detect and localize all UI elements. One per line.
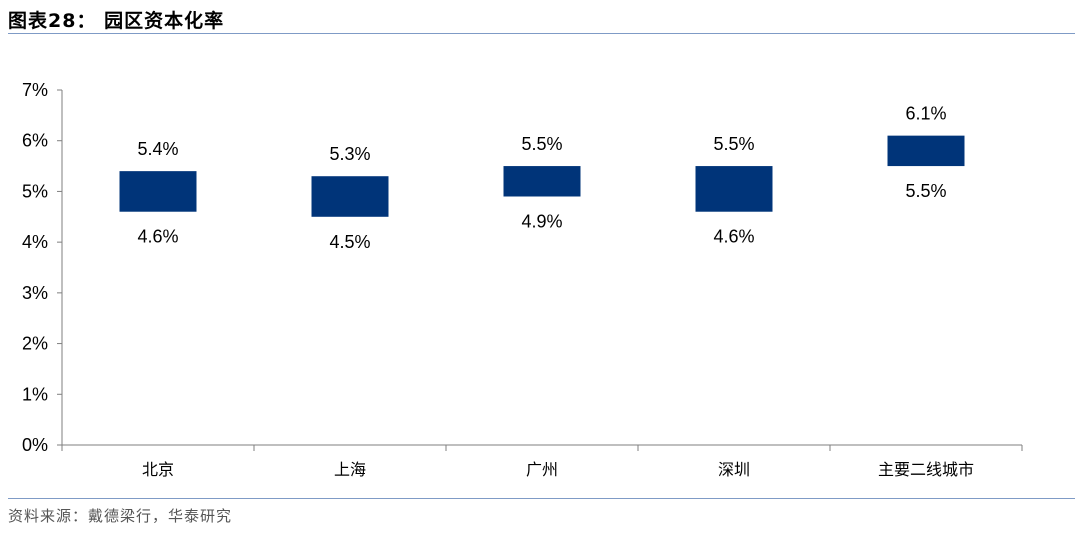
chart-labels: 北京 5.4% 4.6% 上海 5.3% 4.5% 广州 5.5% 4.9% 深圳 5.5% 4.6%… <box>137 104 974 479</box>
x-category-label: 北京 <box>142 460 174 479</box>
source-note: 资料来源：戴德梁行，华泰研究 <box>8 507 233 525</box>
capitalization-rate-chart: 0% 1% 2% 3% 4% 5% 6% 7% 北京 5.4% 4.6% 上海 5.3% 4.5% 广州 5… <box>22 80 1023 479</box>
y-tick-label: 0% <box>22 435 48 455</box>
y-tick-label: 5% <box>22 181 48 201</box>
range-bar <box>311 176 389 217</box>
x-category-label: 主要二线城市 <box>878 460 974 479</box>
figure-label: 图表28： <box>8 10 97 32</box>
range-bar <box>503 166 581 197</box>
x-category-label: 广州 <box>526 460 558 479</box>
source-divider <box>8 498 1075 499</box>
y-tick-label: 2% <box>22 334 48 354</box>
y-tick-label: 7% <box>22 80 48 100</box>
chart-axes: 0% 1% 2% 3% 4% 5% 6% 7% <box>22 80 1023 455</box>
title-divider <box>8 33 1075 34</box>
x-category-label: 深圳 <box>718 460 750 479</box>
high-value-label: 6.1% <box>905 104 946 124</box>
figure-title-text: 园区资本化率 <box>104 10 225 32</box>
low-value-label: 4.5% <box>329 232 370 252</box>
range-bar <box>887 135 965 167</box>
high-value-label: 5.5% <box>521 134 562 154</box>
low-value-label: 4.6% <box>137 227 178 247</box>
high-value-label: 5.3% <box>329 144 370 164</box>
range-bar <box>119 171 197 212</box>
low-value-label: 4.9% <box>521 212 562 232</box>
y-tick-label: 1% <box>22 384 48 404</box>
high-value-label: 5.4% <box>137 139 178 159</box>
low-value-label: 5.5% <box>905 181 946 201</box>
high-value-label: 5.5% <box>713 134 754 154</box>
range-bar <box>695 166 773 212</box>
y-tick-label: 3% <box>22 283 48 303</box>
figure-title: 图表28： 园区资本化率 <box>8 6 224 33</box>
chart-bars <box>119 135 965 217</box>
x-category-label: 上海 <box>334 460 366 479</box>
y-tick-label: 4% <box>22 232 48 252</box>
y-tick-label: 6% <box>22 131 48 151</box>
low-value-label: 4.6% <box>713 227 754 247</box>
